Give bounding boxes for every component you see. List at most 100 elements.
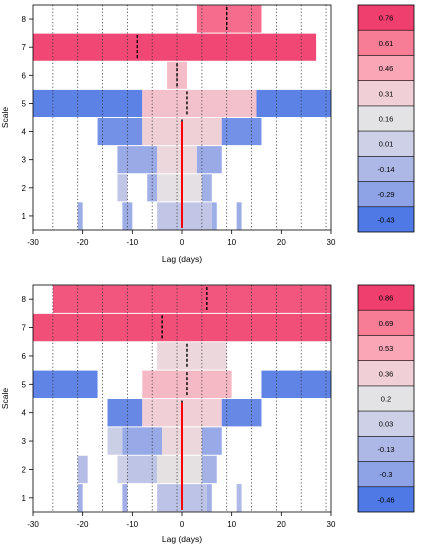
- heat-cell: [117, 455, 128, 484]
- heat-cell: [206, 484, 212, 512]
- colorbar-swatch: [358, 461, 414, 487]
- y-tick-label: 5: [22, 99, 27, 108]
- x-tick-label: 10: [227, 520, 236, 529]
- colorbar-swatch: [358, 360, 414, 386]
- colorbar-swatch: [358, 181, 414, 207]
- colorbar-swatch: [358, 411, 414, 437]
- colorbar-swatch: [358, 105, 414, 132]
- colorbar-swatch: [358, 5, 414, 31]
- x-tick-label: 30: [327, 238, 336, 247]
- colorbar-label: -0.29: [377, 190, 394, 199]
- colorbar-label: 0.03: [379, 420, 394, 429]
- scale-row-2: [77, 455, 217, 484]
- colorbar-label: 0.53: [379, 344, 394, 353]
- heat-cell: [107, 399, 143, 427]
- heat-cell: [211, 202, 217, 230]
- colorbar-swatch: [358, 385, 414, 412]
- scale-row-7: [33, 33, 317, 61]
- heat-cell: [256, 89, 331, 117]
- x-tick-label: 20: [277, 238, 286, 247]
- scale-row-5: [33, 89, 331, 117]
- y-tick-label: 6: [22, 352, 27, 361]
- heat-cell: [33, 33, 317, 61]
- y-axis-label: Scale: [0, 388, 10, 410]
- colorbar-frame: [357, 284, 415, 513]
- y-tick-label: 3: [22, 156, 27, 165]
- colorbar-label: -0.14: [377, 165, 394, 174]
- y-tick-label: 1: [22, 494, 27, 503]
- colorbar-swatch: [358, 55, 414, 81]
- scale-row-6: [157, 342, 227, 370]
- heat-cell: [77, 202, 83, 230]
- scale-row-3: [117, 146, 222, 174]
- heat-cell: [157, 342, 227, 370]
- heat-cell: [52, 285, 331, 313]
- x-tick-label: -20: [77, 520, 89, 529]
- scale-row-8: [52, 285, 331, 313]
- y-tick-label: 6: [22, 71, 27, 80]
- chart-panel-2: -30 -20 -10 0 10 20 30 Lag (days) 1 2 3 4 5 6 7 8 Scale 0…: [0, 284, 415, 544]
- colorbar: 0.86 0.69 0.53 0.36 0.2 0.03 -0.13 -0.3 -0.46: [357, 284, 415, 513]
- x-tick-label: -30: [27, 238, 39, 247]
- y-tick-label: 8: [22, 295, 27, 304]
- colorbar-swatch: [358, 486, 414, 512]
- colorbar-swatch: [358, 310, 414, 336]
- heat-cell: [201, 427, 222, 455]
- colorbar-label: 0.69: [379, 319, 394, 328]
- scale-row-2: [117, 174, 212, 202]
- colorbar-label: 0.76: [379, 14, 394, 23]
- scale-row-8: [196, 5, 262, 33]
- x-tick-label: 0: [180, 238, 185, 247]
- heat-cell: [122, 484, 128, 512]
- colorbar: 0.76 0.61 0.46 0.31 0.16 0.01 -0.14 -0.29 -0.43: [357, 4, 415, 233]
- y-tick-label: 8: [22, 15, 27, 24]
- y-tick-label: 7: [22, 324, 27, 333]
- colorbar-label: 0.2: [381, 395, 391, 404]
- colorbar-frame: [357, 4, 415, 233]
- colorbar-label: 0.16: [379, 115, 394, 124]
- y-tick-label: 2: [22, 184, 27, 193]
- y-tick-label: 1: [22, 212, 27, 221]
- y-axis-label: Scale: [0, 107, 10, 129]
- x-tick-label: 10: [227, 238, 236, 247]
- y-tick-label: 4: [22, 409, 27, 418]
- y-tick-label: 4: [22, 128, 27, 137]
- colorbar-swatch: [358, 335, 414, 361]
- heat-cell: [33, 370, 98, 398]
- scale-row-4: [107, 399, 262, 427]
- colorbar-label: 0.31: [379, 89, 394, 98]
- colorbar-swatch: [358, 285, 414, 311]
- x-axis-label: Lag (days): [162, 254, 202, 264]
- x-tick-label: 0: [180, 520, 185, 529]
- heat-cell: [127, 455, 158, 484]
- heat-cell: [261, 370, 331, 398]
- y-tick-label: 7: [22, 43, 27, 52]
- colorbar-label: 0.61: [379, 39, 394, 48]
- heat-cell: [77, 484, 83, 512]
- y-tick-label: 5: [22, 380, 27, 389]
- colorbar-label: -0.46: [377, 495, 394, 504]
- heat-cell: [77, 455, 88, 484]
- heat-cell: [201, 455, 217, 484]
- scale-row-7: [33, 313, 331, 342]
- x-tick-label: -10: [127, 238, 139, 247]
- chart-panel-1: -30 -20 -10 0 10 20 30 Lag (days) 1 2 3 4 5 6 7 8 Scale 0…: [0, 4, 415, 264]
- colorbar-swatch: [358, 206, 414, 232]
- heat-cell: [33, 313, 331, 342]
- heat-cell: [196, 5, 262, 33]
- heat-cell: [157, 455, 202, 484]
- colorbar-label: -0.13: [377, 445, 394, 454]
- heat-cell: [33, 89, 143, 117]
- colorbar-swatch: [358, 131, 414, 157]
- colorbar-swatch: [358, 30, 414, 56]
- scale-row-3: [107, 427, 222, 455]
- heat-cell: [221, 399, 262, 427]
- heat-cell: [196, 146, 222, 174]
- heat-cell: [117, 174, 128, 202]
- heat-cell: [147, 174, 158, 202]
- y-tick-label: 3: [22, 437, 27, 446]
- heat-cell: [221, 118, 262, 146]
- heat-cell: [117, 146, 158, 174]
- x-axis-label: Lag (days): [162, 534, 202, 544]
